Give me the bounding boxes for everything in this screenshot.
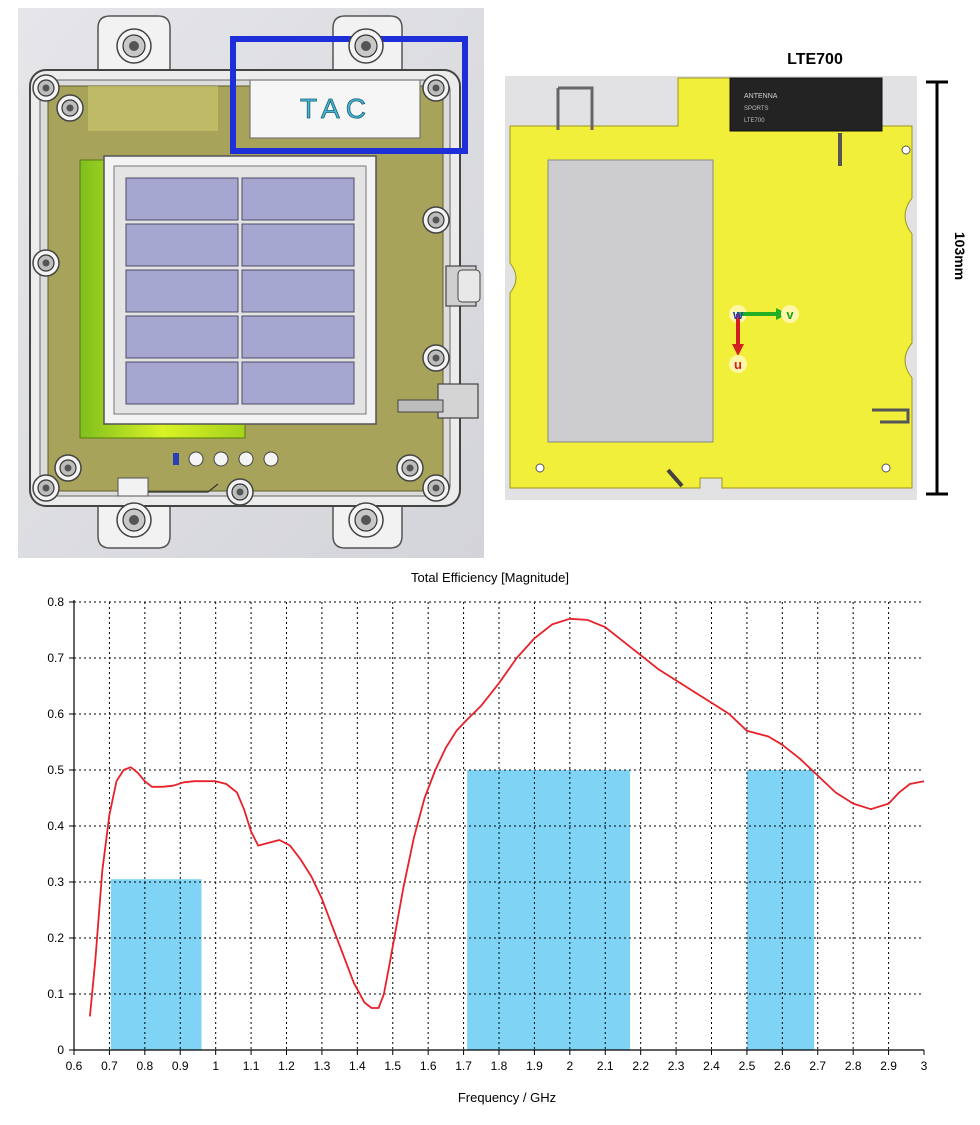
x-tick-label: 3 bbox=[921, 1059, 928, 1073]
x-tick-label: 2 bbox=[566, 1059, 573, 1073]
solar-cell bbox=[242, 224, 354, 266]
x-tick-label: 1.1 bbox=[243, 1059, 260, 1073]
axis-label-v: v bbox=[786, 307, 794, 322]
x-tick-label: 1.7 bbox=[455, 1059, 472, 1073]
x-tick-label: 1 bbox=[212, 1059, 219, 1073]
enclosure-svg: TAC bbox=[18, 8, 484, 558]
x-tick-label: 2.5 bbox=[739, 1059, 756, 1073]
y-tick-label: 0.8 bbox=[47, 595, 64, 609]
x-tick-label: 0.9 bbox=[172, 1059, 189, 1073]
x-tick-label: 2.4 bbox=[703, 1059, 720, 1073]
x-tick-label: 1.6 bbox=[420, 1059, 437, 1073]
device-enclosure-drawing: TAC bbox=[18, 8, 484, 558]
chip-marking-2: SPORTS bbox=[744, 106, 769, 112]
x-tick-label: 0.8 bbox=[136, 1059, 153, 1073]
solar-cell bbox=[126, 316, 238, 358]
solar-cell bbox=[126, 178, 238, 220]
pcb-drawing: ANTENNA SPORTS LTE700 v u w LTE700 bbox=[500, 38, 980, 508]
x-tick-label: 2.2 bbox=[632, 1059, 649, 1073]
x-tick-label: 2.9 bbox=[880, 1059, 897, 1073]
dimension-indicator: 103mm bbox=[926, 82, 968, 494]
frequency-band bbox=[111, 879, 202, 1050]
solar-cell bbox=[126, 270, 238, 312]
x-tick-label: 0.7 bbox=[101, 1059, 118, 1073]
x-tick-label: 1.4 bbox=[349, 1059, 366, 1073]
y-tick-label: 0.2 bbox=[47, 931, 64, 945]
axis-label-u: u bbox=[734, 357, 742, 372]
chart-svg: Total Efficiency [Magnitude] Frequency /… bbox=[0, 560, 980, 1120]
x-tick-label: 0.6 bbox=[66, 1059, 83, 1073]
y-tick-label: 0 bbox=[57, 1043, 64, 1057]
x-tick-label: 1.9 bbox=[526, 1059, 543, 1073]
x-tick-label: 1.3 bbox=[314, 1059, 331, 1073]
solar-cell bbox=[242, 316, 354, 358]
solar-cell bbox=[126, 224, 238, 266]
x-tick-label: 2.7 bbox=[809, 1059, 826, 1073]
dimension-label: 103mm bbox=[952, 232, 968, 280]
x-tick-label: 2.1 bbox=[597, 1059, 614, 1073]
solar-cell bbox=[242, 270, 354, 312]
chip-marking-3: LTE700 bbox=[744, 118, 765, 124]
chip-marking-1: ANTENNA bbox=[744, 93, 778, 100]
solar-cell bbox=[242, 178, 354, 220]
efficiency-chart: Total Efficiency [Magnitude] Frequency /… bbox=[0, 560, 980, 1120]
y-tick-label: 0.3 bbox=[47, 875, 64, 889]
x-tick-label: 1.2 bbox=[278, 1059, 295, 1073]
y-tick-label: 0.7 bbox=[47, 651, 64, 665]
x-tick-label: 2.6 bbox=[774, 1059, 791, 1073]
pcb-svg: ANTENNA SPORTS LTE700 v u w LTE700 bbox=[500, 38, 980, 508]
y-tick-label: 0.6 bbox=[47, 707, 64, 721]
y-tick-label: 0.1 bbox=[47, 987, 64, 1001]
module-label: LTE700 bbox=[787, 51, 843, 68]
x-tick-label: 2.3 bbox=[668, 1059, 685, 1073]
axis-label-w: w bbox=[732, 307, 744, 322]
x-tick-label: 1.5 bbox=[384, 1059, 401, 1073]
x-axis-label: Frequency / GHz bbox=[458, 1090, 556, 1105]
chart-title: Total Efficiency [Magnitude] bbox=[411, 570, 569, 585]
tac-tag-label: TAC bbox=[300, 93, 372, 124]
frequency-band bbox=[747, 770, 814, 1050]
solar-cell bbox=[242, 362, 354, 404]
y-tick-label: 0.4 bbox=[47, 819, 64, 833]
x-tick-label: 1.8 bbox=[491, 1059, 508, 1073]
y-tick-label: 0.5 bbox=[47, 763, 64, 777]
solar-cell bbox=[126, 362, 238, 404]
x-tick-label: 2.8 bbox=[845, 1059, 862, 1073]
